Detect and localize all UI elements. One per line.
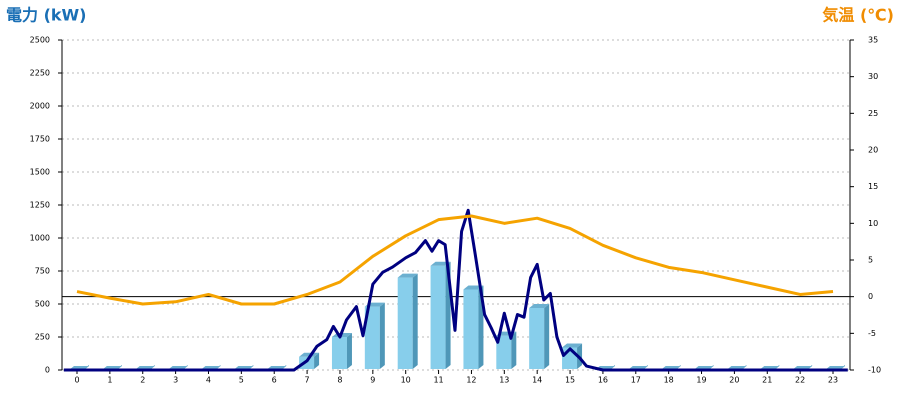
right-axis-title: 気温 (℃) [822,6,894,25]
bar-face [496,335,512,369]
bar-face [364,306,380,369]
y2-tick-label: 35 [868,36,878,45]
x-tick-label: 0 [74,376,79,385]
bar [529,303,550,369]
x-tick-label: 8 [337,376,342,385]
y-tick-label: 2000 [30,102,50,111]
bar-face [529,307,545,369]
y-tick-label: 0 [45,366,50,375]
x-tick-label: 12 [466,376,476,385]
bar [397,273,418,369]
y-tick-label: 2500 [30,36,50,45]
y-tick-label: 2250 [30,69,50,78]
x-tick-label: 19 [696,376,706,385]
bar-face [529,303,550,308]
x-tick-label: 16 [598,376,608,385]
bar [331,333,352,369]
y2-tick-label: 5 [868,256,873,265]
y-tick-label: 1500 [30,168,50,177]
line [63,208,848,372]
y-tick-label: 1750 [30,135,50,144]
x-tick-label: 14 [532,376,542,385]
bar [364,302,385,369]
bar-face [511,331,517,369]
x-tick-label: 6 [272,376,277,385]
y-tick-label: 250 [35,333,50,342]
x-tick-label: 5 [239,376,244,385]
y2-tick-label: 30 [868,72,878,81]
bar-face [331,337,347,369]
x-tick-label: 3 [173,376,178,385]
x-tick-label: 7 [305,376,310,385]
y2-tick-label: 10 [868,219,878,228]
y2-tick-label: 0 [868,292,873,301]
y2-tick-label: -5 [868,329,876,338]
y-tick-label: 750 [35,267,50,276]
bar-face [430,265,446,369]
x-tick-label: 21 [762,376,772,385]
y2-tick-label: 25 [868,109,878,118]
y-tick-label: 500 [35,300,50,309]
x-tick-label: 2 [140,376,145,385]
bar-face [379,302,385,369]
bar-face [463,285,484,290]
bar-face [430,261,451,266]
x-tick-label: 4 [206,376,211,385]
line [76,214,834,306]
bar-face [562,343,583,348]
bar-face [346,333,352,369]
y2-tick-label: 20 [868,146,878,155]
x-tick-label: 22 [795,376,805,385]
x-tick-label: 1 [107,376,112,385]
left-axis-title: 電力 (kW) [6,6,87,25]
x-tick-label: 13 [499,376,509,385]
x-tick-label: 15 [565,376,575,385]
x-tick-label: 11 [433,376,443,385]
bar-face [397,277,413,369]
bar-face [463,289,479,369]
bar-face [314,352,320,369]
x-tick-label: 17 [631,376,641,385]
y2-tick-label: -10 [868,366,881,375]
x-tick-label: 20 [729,376,739,385]
bar-face [412,273,418,369]
bar [463,285,484,369]
bar-face [544,303,550,369]
x-tick-label: 18 [664,376,674,385]
bar-face [397,273,418,278]
x-tick-label: 23 [828,376,838,385]
y-tick-label: 1250 [30,201,50,210]
x-tick-label: 9 [370,376,375,385]
bar-face [299,352,320,357]
x-tick-label: 10 [401,376,411,385]
y2-tick-label: 15 [868,182,878,191]
y-tick-label: 1000 [30,234,50,243]
